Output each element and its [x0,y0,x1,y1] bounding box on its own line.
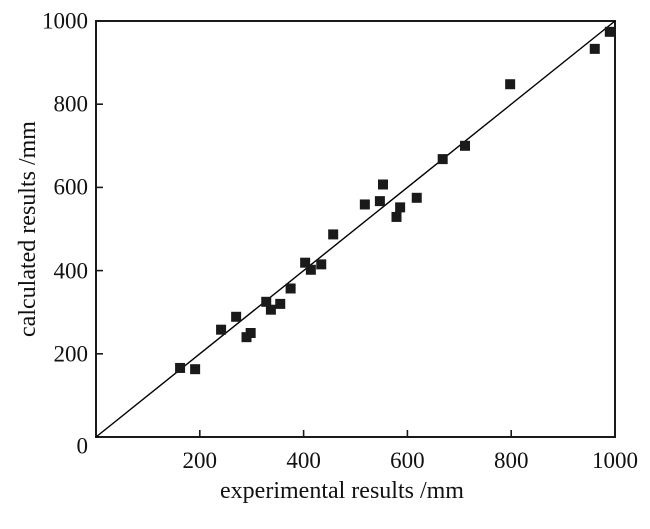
x-tick-label: 600 [390,448,425,473]
data-point [300,257,311,268]
data-point [437,154,448,165]
data-point [411,192,422,203]
data-point [231,311,242,322]
data-point [589,43,600,54]
y-tick-label: 600 [53,174,89,200]
data-point [265,304,276,315]
data-point [175,362,186,373]
y-axis-title: calculated results /mm [15,121,41,337]
y-tick-label: 1000 [42,8,88,34]
x-tick-label: 200 [182,448,218,473]
data-point [395,202,406,213]
origin-tick-label: 0 [76,433,89,459]
plot-border [95,20,616,438]
data-point [378,179,389,190]
x-tick-label: 800 [493,448,529,473]
y-tick-label: 400 [53,258,89,284]
x-tick-label: 400 [286,448,321,473]
data-point [460,140,471,151]
x-tick-label: 1000 [592,448,638,473]
x-axis-title: experimental results /mm [220,478,464,504]
reference-line [95,20,616,438]
y-tick-label: 800 [53,91,89,117]
data-point [275,298,286,309]
data-point [328,229,339,240]
data-point [359,199,370,210]
data-point [216,324,227,335]
data-point [261,296,272,307]
data-point [374,196,385,207]
y-tick-label: 200 [53,341,89,367]
data-point [505,79,516,90]
data-point [285,283,296,294]
data-point [391,211,402,222]
data-point [604,26,615,37]
data-point [190,364,201,375]
data-point [245,328,256,338]
data-point [316,259,327,270]
data-point [305,264,316,275]
